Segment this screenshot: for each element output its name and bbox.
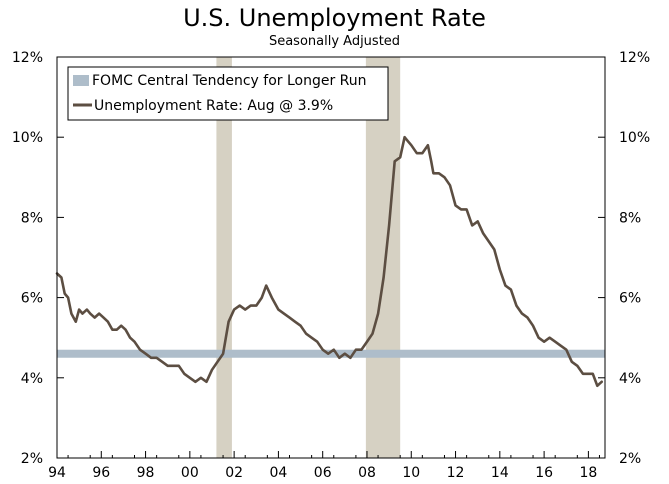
y-tick-label-right-5: 12% bbox=[619, 50, 650, 66]
y-tick-label-right-0: 2% bbox=[619, 451, 641, 467]
recession-bar-1 bbox=[365, 57, 401, 458]
chart-subtitle: Seasonally Adjusted bbox=[268, 34, 401, 49]
y-tick-label-left-4: 10% bbox=[12, 130, 43, 146]
legend-line-label: Unemployment Rate: Aug @ 3.9% bbox=[94, 98, 333, 114]
series-line-layer bbox=[55, 135, 604, 388]
x-tick-label-10: 14 bbox=[491, 465, 509, 481]
legend: FOMC Central Tendency for Longer Run Une… bbox=[67, 66, 389, 121]
x-tick-label-5: 04 bbox=[270, 465, 288, 481]
fomc-band bbox=[57, 349, 605, 358]
legend-band-swatch bbox=[73, 75, 89, 86]
x-tick-label-4: 02 bbox=[225, 465, 243, 481]
x-tick-label-9: 12 bbox=[447, 465, 465, 481]
x-tick-label-3: 00 bbox=[181, 465, 199, 481]
y-tick-label-right-4: 10% bbox=[619, 130, 650, 146]
y-tick-label-right-2: 6% bbox=[619, 291, 641, 307]
x-tick-label-11: 16 bbox=[535, 465, 553, 481]
x-tick-label-6: 06 bbox=[314, 465, 332, 481]
tick-layer: 2% 2% 4% 4% 6% 6% 8% 8% 10% 10% 12% 12% 94 96 98 00 02 04… bbox=[12, 50, 650, 481]
x-tick-label-2: 98 bbox=[137, 465, 155, 481]
x-tick-label-7: 08 bbox=[358, 465, 376, 481]
series-line-0 bbox=[55, 135, 604, 388]
plot-frame bbox=[56, 56, 606, 459]
y-tick-label-left-5: 12% bbox=[12, 50, 43, 66]
chart-title: U.S. Unemployment Rate bbox=[183, 4, 486, 32]
y-tick-label-right-3: 8% bbox=[619, 210, 641, 226]
x-tick-label-0: 94 bbox=[48, 465, 66, 481]
y-tick-label-left-2: 6% bbox=[21, 291, 43, 307]
x-tick-label-12: 18 bbox=[579, 465, 597, 481]
y-tick-label-right-1: 4% bbox=[619, 371, 641, 387]
y-tick-label-left-0: 2% bbox=[21, 451, 43, 467]
x-tick-label-8: 10 bbox=[402, 465, 420, 481]
fomc-band-layer bbox=[57, 349, 605, 358]
y-tick-label-left-3: 8% bbox=[21, 210, 43, 226]
legend-box bbox=[67, 66, 389, 121]
legend-band-label: FOMC Central Tendency for Longer Run bbox=[92, 73, 367, 89]
x-tick-label-1: 96 bbox=[92, 465, 110, 481]
y-tick-label-left-1: 4% bbox=[21, 371, 43, 387]
